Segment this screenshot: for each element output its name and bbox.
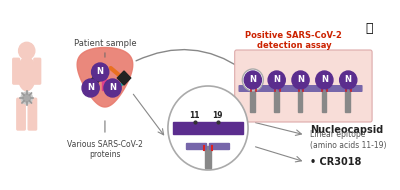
Text: N: N [97, 67, 104, 77]
FancyBboxPatch shape [34, 58, 41, 84]
Bar [274, 90, 278, 112]
Bar [102, 78, 106, 90]
Text: N: N [321, 75, 328, 85]
FancyBboxPatch shape [17, 98, 25, 130]
Text: Linear epitope
(amino acids 11-19): Linear epitope (amino acids 11-19) [310, 130, 386, 150]
Bar [205, 146, 211, 151]
Text: Patient sample: Patient sample [74, 39, 136, 48]
FancyBboxPatch shape [28, 98, 36, 130]
Circle shape [19, 42, 35, 59]
Bar [345, 90, 350, 112]
Circle shape [82, 79, 99, 97]
Circle shape [316, 71, 333, 89]
Text: 11: 11 [189, 111, 200, 120]
FancyBboxPatch shape [311, 86, 323, 91]
Circle shape [21, 92, 32, 104]
Circle shape [92, 63, 109, 81]
Circle shape [104, 79, 121, 97]
Ellipse shape [18, 57, 36, 91]
Bar [250, 90, 255, 112]
Polygon shape [77, 48, 133, 107]
FancyBboxPatch shape [210, 143, 230, 150]
Text: Various SARS-CoV-2
proteins: Various SARS-CoV-2 proteins [67, 140, 143, 159]
Text: N: N [345, 75, 352, 85]
Text: N: N [297, 75, 304, 85]
Text: 19: 19 [212, 111, 223, 120]
FancyBboxPatch shape [239, 86, 251, 91]
FancyBboxPatch shape [263, 86, 275, 91]
Text: • CR3018: • CR3018 [310, 157, 362, 167]
FancyBboxPatch shape [334, 86, 347, 91]
Text: Nucleocapsid: Nucleocapsid [310, 125, 383, 135]
FancyBboxPatch shape [287, 86, 299, 91]
FancyBboxPatch shape [326, 86, 338, 91]
FancyBboxPatch shape [235, 50, 372, 122]
FancyBboxPatch shape [278, 86, 290, 91]
Text: N: N [109, 83, 116, 93]
Circle shape [340, 71, 357, 89]
Bar [173, 122, 243, 134]
Circle shape [23, 94, 30, 102]
Circle shape [268, 71, 285, 89]
Bar [298, 90, 302, 112]
FancyBboxPatch shape [254, 86, 266, 91]
Circle shape [242, 69, 263, 91]
Text: 🦠: 🦠 [366, 21, 373, 35]
Text: N: N [87, 83, 94, 93]
FancyBboxPatch shape [302, 86, 314, 91]
Circle shape [168, 86, 248, 170]
Bar [205, 148, 211, 168]
Circle shape [292, 71, 309, 89]
Text: N: N [273, 75, 280, 85]
FancyBboxPatch shape [186, 143, 206, 150]
Text: Positive SARS-CoV-2
detection assay: Positive SARS-CoV-2 detection assay [246, 31, 342, 50]
Text: N: N [249, 75, 256, 85]
Circle shape [244, 71, 262, 89]
FancyBboxPatch shape [350, 86, 362, 91]
FancyBboxPatch shape [13, 58, 20, 84]
Bar [322, 90, 326, 112]
